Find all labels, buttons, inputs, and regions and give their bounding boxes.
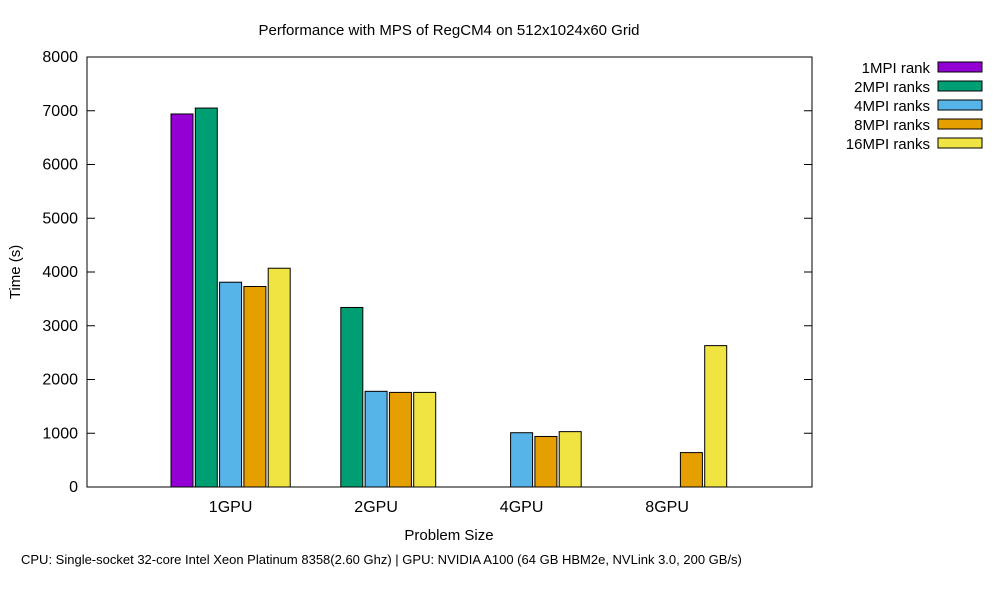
bar bbox=[679, 452, 703, 488]
bar bbox=[534, 435, 558, 488]
legend-label: 16MPI ranks bbox=[846, 136, 930, 153]
y-tick-label: 1000 bbox=[42, 425, 78, 442]
bar bbox=[558, 431, 582, 488]
x-tick-label: 2GPU bbox=[354, 499, 398, 516]
y-tick-label: 5000 bbox=[42, 210, 78, 227]
legend-label: 2MPI ranks bbox=[854, 79, 930, 96]
bar bbox=[510, 432, 534, 488]
plot-area: 0 1000 2000 3000 4000 5000 6000 7000 8000 1GPU 2GP… bbox=[42, 49, 813, 516]
legend-label: 4MPI ranks bbox=[854, 98, 930, 115]
legend: 1MPI rank 2MPI ranks 4MPI ranks 8MPI ranks 1… bbox=[846, 60, 983, 153]
y-tick-label: 8000 bbox=[42, 49, 78, 66]
legend-swatch bbox=[937, 118, 983, 130]
y-tick-label: 3000 bbox=[42, 318, 78, 335]
bar bbox=[704, 345, 728, 488]
bar bbox=[267, 267, 291, 488]
y-tick-label: 7000 bbox=[42, 103, 78, 120]
bar bbox=[243, 286, 267, 488]
legend-swatch bbox=[937, 99, 983, 111]
bar bbox=[219, 281, 243, 488]
y-tick-label: 6000 bbox=[42, 157, 78, 174]
bar bbox=[170, 113, 194, 488]
y-axis-label: Time (s) bbox=[7, 245, 24, 299]
bar bbox=[194, 107, 218, 488]
y-tick-label: 2000 bbox=[42, 372, 78, 389]
x-tick-label: 4GPU bbox=[500, 499, 544, 516]
legend-label: 1MPI rank bbox=[862, 60, 931, 77]
bar bbox=[388, 391, 412, 488]
x-axis-label: Problem Size bbox=[404, 527, 493, 544]
y-tick-label: 4000 bbox=[42, 264, 78, 281]
bar bbox=[340, 306, 364, 488]
footnote: CPU: Single-socket 32-core Intel Xeon Pl… bbox=[21, 552, 742, 567]
legend-label: 8MPI ranks bbox=[854, 117, 930, 134]
legend-swatch bbox=[937, 80, 983, 92]
chart-title: Performance with MPS of RegCM4 on 512x10… bbox=[258, 22, 639, 39]
y-tick-label: 0 bbox=[69, 479, 78, 496]
legend-swatch bbox=[937, 61, 983, 73]
bar bbox=[364, 390, 388, 488]
x-tick-label: 1GPU bbox=[209, 499, 253, 516]
legend-swatch bbox=[937, 137, 983, 149]
x-tick-label: 8GPU bbox=[645, 499, 689, 516]
bar bbox=[413, 391, 437, 488]
